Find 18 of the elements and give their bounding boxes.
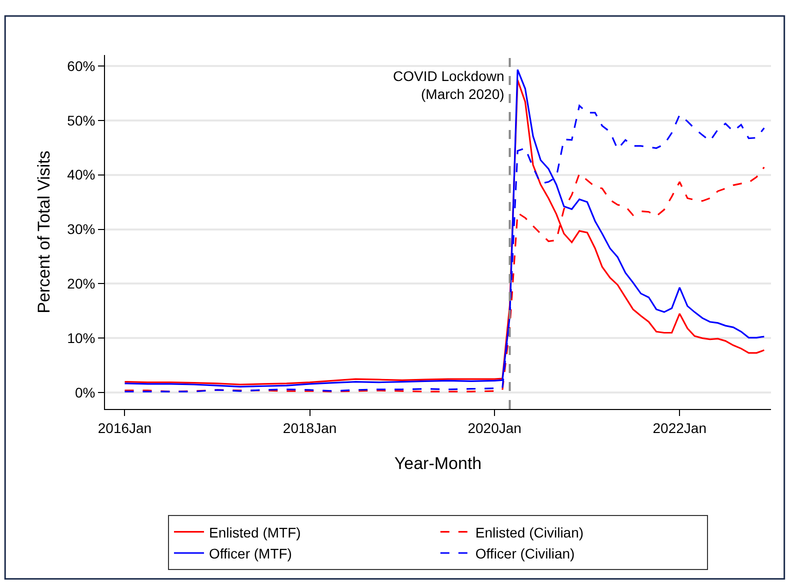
y-tick-label: 10% bbox=[67, 330, 96, 346]
ref-line-label: COVID Lockdown (March 2020) bbox=[393, 68, 504, 102]
legend-label: Enlisted (MTF) bbox=[209, 524, 301, 540]
y-tick-label: 60% bbox=[67, 58, 96, 74]
x-axis-title: Year-Month bbox=[394, 454, 482, 474]
x-tick-label: 2022Jan bbox=[652, 420, 706, 436]
y-tick-label: 0% bbox=[74, 384, 96, 401]
y-tick-label: 40% bbox=[67, 166, 96, 183]
legend-label: Enlisted (Civilian) bbox=[475, 524, 584, 540]
legend-label: Officer (Civilian) bbox=[475, 545, 575, 562]
y-tick-label: 50% bbox=[67, 112, 96, 128]
x-tick-label: 2016Jan bbox=[98, 420, 152, 436]
y-tick-label: 20% bbox=[67, 276, 96, 292]
legend-label: Officer (MTF) bbox=[209, 545, 292, 562]
x-tick-label: 2020Jan bbox=[468, 420, 522, 436]
y-tick-label: 30% bbox=[67, 221, 96, 238]
x-tick-label: 2018Jan bbox=[282, 420, 337, 436]
y-axis-title: Percent of Total Visits bbox=[34, 150, 54, 314]
